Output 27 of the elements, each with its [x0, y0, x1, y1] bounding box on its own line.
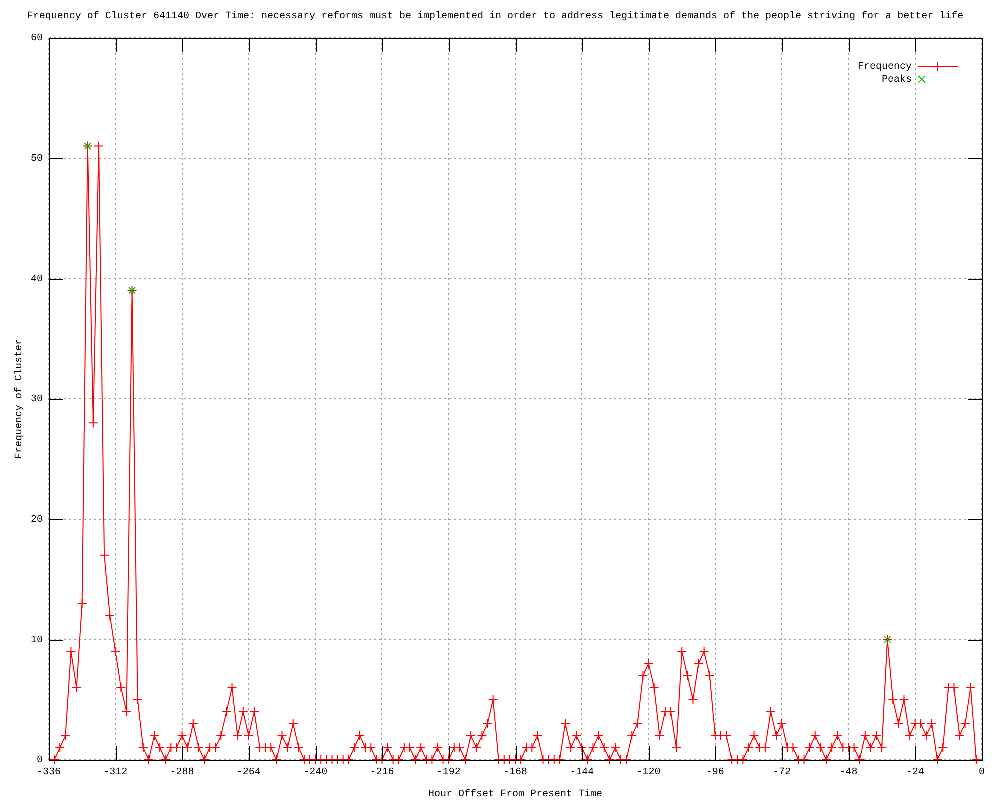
y-tick-label: 0	[36, 756, 43, 767]
x-tick-label: -96	[706, 768, 724, 779]
y-tick-label: 60	[30, 34, 43, 45]
y-tick-label: 20	[30, 514, 43, 526]
x-tick-label: -144	[570, 768, 594, 779]
y-tick-label: 50	[30, 154, 43, 165]
x-tick-label: -24	[906, 768, 924, 779]
legend-label: Peaks	[882, 74, 912, 86]
chart-title: Frequency of Cluster 641140 Over Time: necessary reforms must be implemented in order to address legitimate demands of the people striving for a better life	[27, 10, 964, 23]
x-tick-label: -120	[636, 768, 661, 779]
y-axis-title: Frequency of Cluster	[14, 338, 26, 460]
x-tick-label: -72	[773, 768, 792, 779]
x-tick-label: 0	[978, 768, 986, 779]
x-tick-label: -312	[104, 768, 128, 779]
x-tick-label: -168	[503, 768, 528, 779]
x-tick-label: -336	[36, 768, 62, 779]
x-axis-title: Hour Offset From Present Time	[428, 788, 603, 800]
y-tick-label: 30	[30, 394, 43, 406]
x-tick-label: -264	[236, 768, 261, 779]
y-tick-label: 40	[30, 274, 43, 286]
x-tick-label: -216	[370, 768, 394, 779]
x-tick-label: -288	[170, 768, 194, 779]
x-tick-label: -48	[840, 768, 858, 779]
legend-label: Frequency	[858, 62, 912, 74]
x-tick-label: -240	[304, 768, 328, 779]
x-tick-label: -192	[436, 768, 461, 779]
y-tick-label: 10	[30, 635, 43, 646]
